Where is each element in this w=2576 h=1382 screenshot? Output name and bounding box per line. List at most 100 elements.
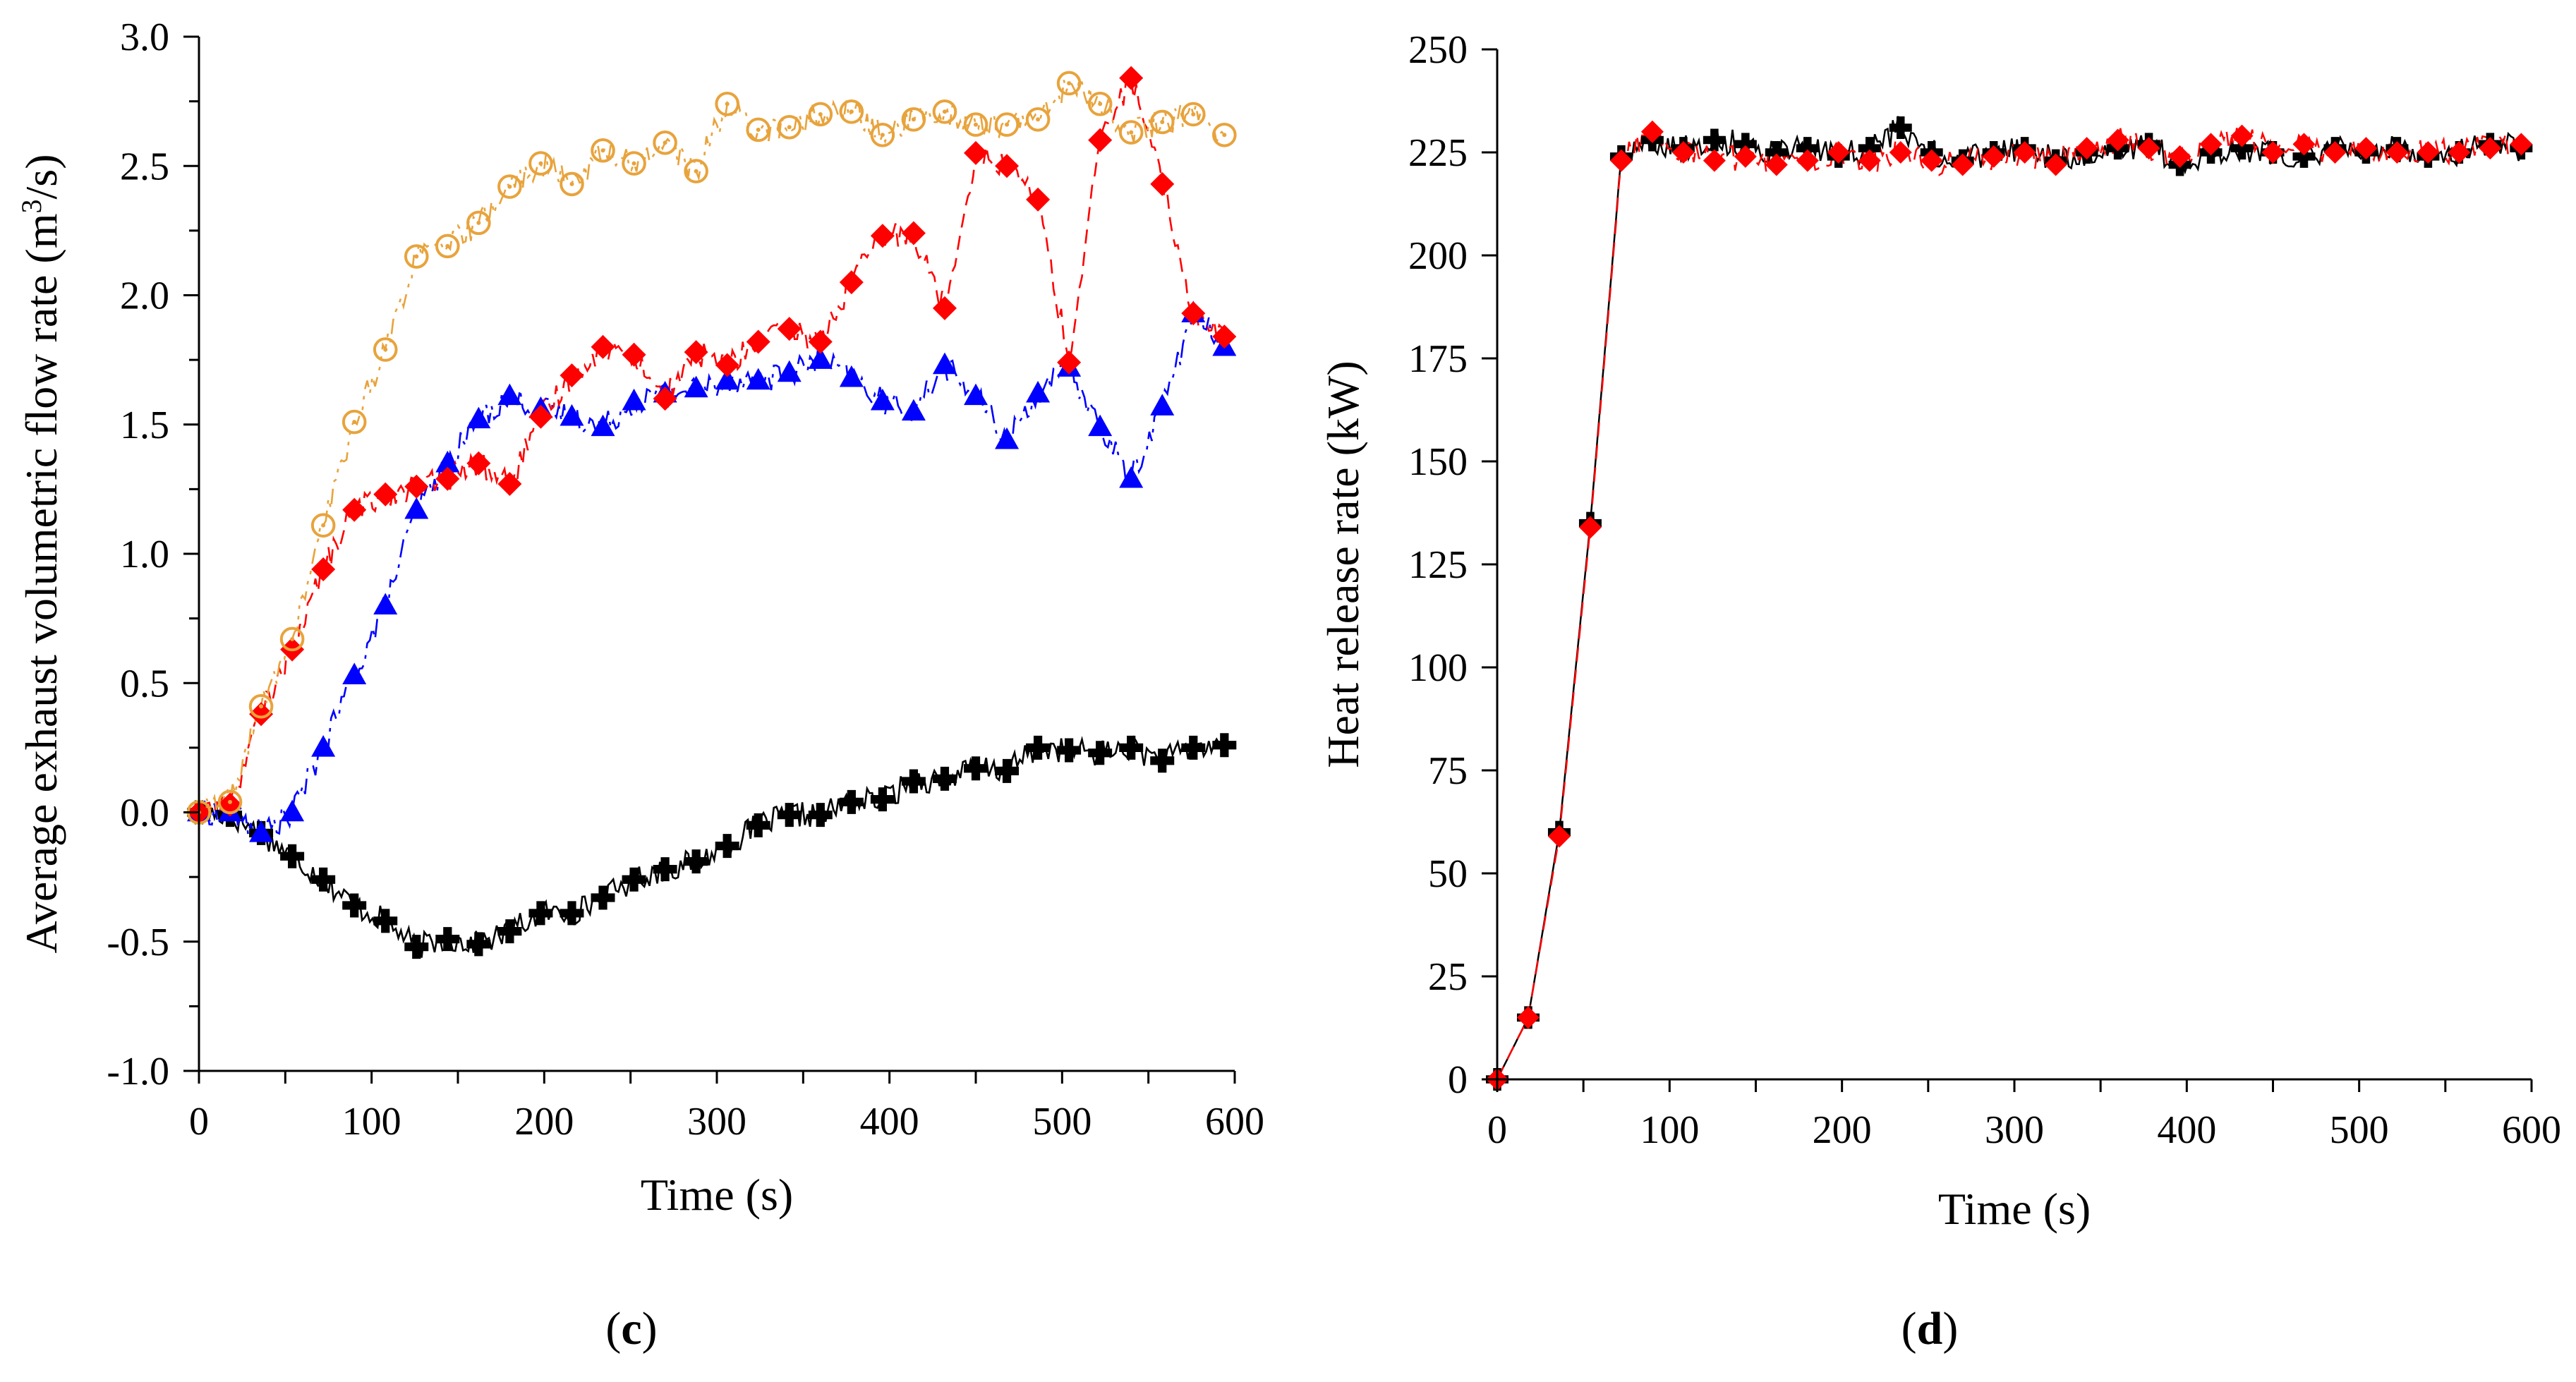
- chart-c-point-orange-circle-dot: [974, 122, 978, 127]
- panel-label-c: (c): [605, 1303, 657, 1354]
- chart-c-point-orange-circle-dot: [569, 181, 574, 186]
- chart-panel-d: 0 100 200 300 400 500 600 0 25 50 75 100 125 150 175 20…: [1318, 28, 2561, 1354]
- chart-c-point-black-plus: [342, 893, 367, 918]
- chart-c-ticks: 0 100 200 300 400 500 600 -1.0 -0.5 0.0 0.5 1.0 1.5 2…: [107, 16, 1264, 1144]
- chart-c-point-black-plus: [311, 867, 336, 892]
- chart-c-point-blue-triangle: [1119, 466, 1144, 488]
- chart-c-point-blue-triangle: [964, 383, 988, 406]
- chart-c-point-orange-circle-dot: [1036, 117, 1041, 122]
- chart-c-x-axis-title: Time (s): [641, 1170, 793, 1220]
- chart-c-point-red-diamond: [839, 270, 864, 295]
- chart-c-point-blue-triangle: [1026, 380, 1051, 403]
- chart-c-point-orange-circle: [901, 107, 926, 132]
- chart-c-point-orange-circle-dot: [756, 127, 761, 132]
- chart-c-point-red-diamond: [715, 353, 739, 377]
- chart-c-point-black-plus: [466, 932, 491, 957]
- chart-c-y-tick-label: 2.5: [120, 145, 169, 188]
- chart-c-point-black-plus: [1088, 741, 1113, 765]
- chart-c-point-red-diamond: [1181, 301, 1206, 326]
- chart-c-point-red-diamond: [249, 702, 274, 727]
- chart-d-point-red-diamond: [1827, 141, 1850, 164]
- chart-d-series-layer: [1486, 116, 2533, 1091]
- chart-c-point-red-diamond: [1150, 171, 1175, 196]
- chart-c-point-red-diamond: [1212, 325, 1237, 349]
- chart-c-point-orange-circle-dot: [1098, 102, 1103, 107]
- chart-d-point-red-diamond: [1516, 1006, 1540, 1029]
- chart-c-point-black-plus: [1150, 748, 1175, 773]
- chart-d-point-black-plus: [1703, 128, 1726, 152]
- chart-c-point-blue-triangle: [435, 450, 460, 473]
- chart-d-point-red-diamond: [2013, 141, 2036, 164]
- chart-c-point-black-plus: [1212, 733, 1237, 758]
- chart-d-y-tick-label: 225: [1408, 131, 1468, 175]
- chart-c-point-orange-circle: [746, 117, 771, 143]
- chart-c-point-red-diamond: [777, 317, 802, 341]
- chart-c-point-blue-triangle: [342, 662, 367, 685]
- chart-c-point-orange-circle: [1180, 102, 1206, 127]
- panel-label-c-letter: c: [621, 1303, 641, 1354]
- chart-d-y-tick-label: 50: [1428, 852, 1468, 896]
- chart-d-point-red-diamond: [2168, 145, 2191, 168]
- chart-c-point-black-plus: [777, 803, 802, 828]
- chart-c-point-orange-circle-dot: [631, 161, 636, 166]
- chart-c-point-orange-circle-dot: [880, 133, 885, 138]
- chart-c-point-orange-circle-dot: [911, 117, 916, 122]
- chart-c-point-orange-circle-dot: [1005, 122, 1010, 127]
- chart-c-x-tick-label: 200: [514, 1100, 574, 1144]
- chart-d-x-tick-label: 400: [2157, 1108, 2216, 1152]
- chart-c-point-orange-circle: [248, 693, 274, 719]
- chart-c-series-line-orange-circle: [198, 75, 1226, 817]
- chart-c-point-orange-circle-dot: [383, 347, 388, 352]
- chart-c-point-blue-triangle: [1150, 394, 1175, 416]
- chart-c-point-black-plus: [684, 849, 708, 874]
- chart-c-point-orange-circle-dot: [942, 109, 947, 114]
- chart-c-x-tick-label: 100: [342, 1100, 401, 1144]
- chart-c-point-black-plus: [870, 787, 895, 812]
- chart-c-point-blue-triangle: [373, 593, 398, 615]
- chart-c-point-blue-triangle: [808, 347, 833, 369]
- chart-c-y-axis-title-sup: 3: [16, 199, 47, 213]
- chart-c-point-red-diamond: [1119, 66, 1144, 90]
- chart-c-point-blue-triangle: [404, 497, 429, 519]
- panel-label-c-open: (: [605, 1303, 621, 1354]
- chart-c-point-red-diamond: [622, 342, 646, 367]
- chart-c-y-axis-title-end: /s): [16, 154, 66, 199]
- chart-c-point-orange-circle: [497, 174, 522, 199]
- chart-c-point-orange-circle-dot: [1160, 119, 1165, 124]
- chart-c-point-black-plus: [995, 758, 1020, 783]
- chart-c-point-blue-triangle: [280, 799, 305, 822]
- chart-d-point-red-diamond: [2448, 141, 2471, 164]
- chart-d-point-red-diamond: [2323, 141, 2347, 164]
- chart-c-point-blue-triangle: [684, 375, 708, 398]
- chart-d-series-line-red-diamond: [1496, 121, 2522, 1080]
- chart-d-y-tick-label: 200: [1408, 234, 1468, 278]
- chart-c-point-orange-circle: [963, 112, 988, 137]
- panel-label-d-letter: d: [1917, 1303, 1943, 1354]
- chart-d-point-red-diamond: [2075, 137, 2098, 160]
- chart-c-point-black-plus: [622, 867, 646, 892]
- chart-d-point-red-diamond: [1734, 145, 1757, 168]
- chart-c-point-red-diamond: [560, 363, 584, 388]
- chart-c-point-blue-triangle: [777, 360, 802, 382]
- chart-c-point-orange-circle-dot: [290, 636, 295, 641]
- chart-c-point-red-diamond: [684, 340, 708, 365]
- chart-d-x-tick-label: 500: [2330, 1108, 2389, 1152]
- chart-c-point-orange-circle: [994, 112, 1020, 137]
- chart-d-point-red-diamond: [2385, 141, 2409, 164]
- chart-c-point-black-plus: [435, 927, 460, 952]
- chart-c-point-orange-circle-dot: [1067, 80, 1072, 85]
- chart-c-point-orange-circle: [435, 234, 460, 259]
- chart-c-series-line-blue-triangle: [198, 306, 1226, 842]
- chart-d-y-tick-label: 0: [1448, 1058, 1468, 1102]
- chart-c-point-red-diamond: [373, 482, 398, 507]
- chart-c-point-orange-circle-dot: [694, 169, 699, 174]
- chart-c-y-tick-label: 0.5: [120, 662, 169, 705]
- chart-c-point-orange-circle-dot: [228, 799, 233, 804]
- chart-c-point-black-plus: [560, 901, 584, 926]
- chart-c-point-red-diamond: [466, 451, 491, 475]
- chart-c-point-blue-triangle: [591, 414, 615, 437]
- chart-c-point-red-diamond: [591, 334, 615, 359]
- chart-c-point-blue-triangle: [839, 365, 864, 387]
- chart-c-point-red-diamond: [497, 472, 522, 497]
- chart-d-point-black-plus: [2230, 137, 2254, 160]
